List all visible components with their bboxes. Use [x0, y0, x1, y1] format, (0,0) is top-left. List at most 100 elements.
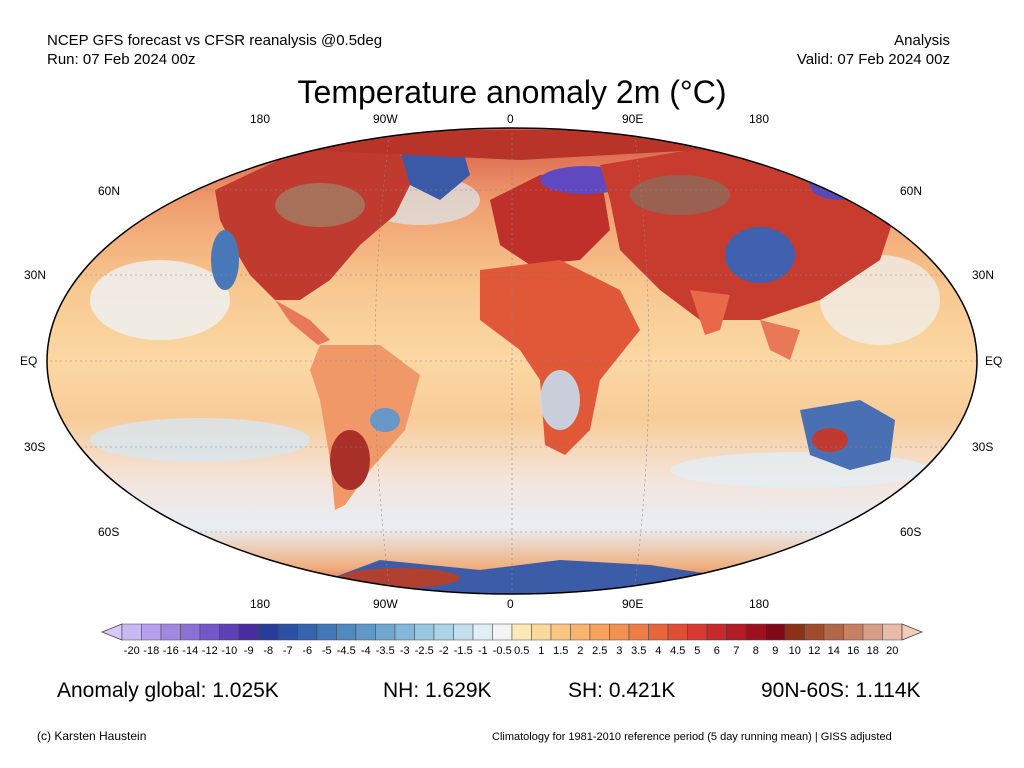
argentina-warm-area — [330, 430, 370, 490]
colorbar-tick-label: 3.5 — [631, 645, 647, 657]
colorbar-swatch — [180, 623, 201, 641]
colorbar-swatch — [277, 623, 298, 641]
top-lon-label: 90W — [373, 112, 398, 126]
colorbar-tick-label: -12 — [201, 645, 218, 657]
credit: (c) Karsten Haustein — [37, 729, 147, 743]
colorbar-tick-label: -8 — [263, 645, 274, 657]
colorbar-tick-label: 2.5 — [592, 645, 608, 657]
colorbar-swatch — [726, 623, 747, 641]
top-lon-label: 180 — [749, 112, 770, 126]
colorbar-tick-label: -18 — [143, 645, 160, 657]
colorbar-tick-label: 12 — [808, 645, 821, 657]
colorbar-swatch — [609, 623, 630, 641]
colorbar-tick-label: 14 — [827, 645, 840, 657]
colorbar-swatch — [765, 623, 786, 641]
colorbar-swatch — [258, 623, 279, 641]
arctic-warm-area — [150, 130, 870, 160]
southern-africa-cool-area — [540, 370, 580, 430]
southeast-asia-land — [760, 320, 800, 360]
colorbar-tick-label: -3 — [399, 645, 410, 657]
lat-label-right: EQ — [985, 354, 1003, 368]
lat-label-right: 30N — [972, 268, 995, 282]
nh-anomaly: NH: 1.629K — [383, 679, 492, 702]
colorbar-swatch — [238, 623, 259, 641]
china-cold-area — [725, 227, 795, 283]
run-time: Run: 07 Feb 2024 00z — [47, 51, 196, 68]
colorbar-tick-label: -16 — [162, 645, 179, 657]
header-right: Analysis Valid: 07 Feb 2024 00z — [797, 31, 950, 69]
colorbar-tick-label: 18 — [866, 645, 879, 657]
colorbar-tick-label: 7 — [733, 645, 740, 657]
colorbar-swatch — [570, 623, 591, 641]
colorbar-swatch — [355, 623, 376, 641]
colorbar-swatch — [667, 623, 688, 641]
colorbar-swatch — [199, 623, 220, 641]
bottom-lon-label: 180 — [250, 597, 271, 611]
colorbar-swatch — [589, 623, 610, 641]
india-land — [690, 290, 730, 335]
colorbar-swatch — [882, 623, 903, 641]
siberia-extreme-warm-area — [630, 175, 730, 215]
us-west-cold-area — [211, 230, 239, 290]
colorbar-tick-label: -9 — [243, 645, 254, 657]
bottom-lon-label: 0 — [507, 597, 514, 611]
colorbar-tick-label: -6 — [302, 645, 313, 657]
top-lon-label: 0 — [507, 112, 514, 126]
colorbar-tick-label: 3 — [616, 645, 623, 657]
colorbar-tick-label: 8 — [752, 645, 759, 657]
colorbar-tick-label: 1 — [538, 645, 545, 657]
lat-label-left: 30N — [24, 268, 47, 282]
map-field — [47, 128, 977, 594]
colorbar-swatch — [414, 623, 435, 641]
colorbar-tick-label: -1 — [477, 645, 488, 657]
colorbar-swatch — [316, 623, 337, 641]
lat-label-left: 60S — [98, 525, 120, 539]
valid-time: Valid: 07 Feb 2024 00z — [796, 51, 950, 68]
colorbar-tick-label: 10 — [788, 645, 801, 657]
lat-label-right: 30S — [972, 440, 994, 454]
colorbar-swatch — [453, 623, 474, 641]
colorbar-swatch — [394, 623, 415, 641]
australia-land — [800, 400, 895, 470]
australia-warm-area — [812, 428, 848, 452]
globe-outline — [46, 127, 978, 595]
colorbar-swatch — [141, 623, 162, 641]
lat-label-left: EQ — [20, 354, 38, 368]
top-lon-label: 180 — [250, 112, 271, 126]
bottom-lon-label: 90W — [373, 597, 398, 611]
colorbar-swatch — [843, 623, 864, 641]
colorbar-tick-label: 4.5 — [670, 645, 686, 657]
colorbar-tick-label: -4.5 — [336, 645, 356, 657]
lat-label-left: 60N — [98, 184, 121, 198]
colorbar-swatch — [433, 623, 454, 641]
sh-anomaly: SH: 0.421K — [568, 679, 676, 702]
global-anomaly: Anomaly global: 1.025K — [57, 679, 279, 702]
colorbar-tick-label: 2 — [577, 645, 584, 657]
colorbar-tick-label: 6 — [713, 645, 720, 657]
antarctica-warm-area — [340, 568, 460, 588]
pacific-neutral-area — [90, 260, 230, 340]
arctic-anomaly: 90N-60S: 1.114K — [761, 679, 921, 702]
bottom-lon-label: 90E — [622, 597, 644, 611]
colorbar-tick-label: 5 — [694, 645, 701, 657]
model-description: NCEP GFS forecast vs CFSR reanalysis @0.… — [47, 32, 383, 49]
africa-land — [480, 260, 640, 455]
colorbar-tick-label: 16 — [847, 645, 860, 657]
colorbar-swatch — [297, 623, 318, 641]
colorbar-tick-label: 0.5 — [514, 645, 530, 657]
colorbar-tick-label: -2.5 — [414, 645, 434, 657]
colorbar — [100, 623, 924, 641]
colorbar-swatch — [492, 623, 513, 641]
colorbar-swatch — [628, 623, 649, 641]
colorbar-tick-label: -0.5 — [492, 645, 512, 657]
colorbar-swatch — [531, 623, 552, 641]
canada-extreme-warm-area — [275, 183, 365, 227]
colorbar-tick-label: -2 — [438, 645, 449, 657]
climatology-note: Climatology for 1981-2010 reference peri… — [492, 731, 892, 743]
top-lon-label: 90E — [622, 112, 644, 126]
colorbar-swatch — [121, 623, 142, 641]
central-america-land — [275, 300, 330, 345]
colorbar-swatch — [745, 623, 766, 641]
colorbar-tick-label: -1.5 — [453, 645, 473, 657]
